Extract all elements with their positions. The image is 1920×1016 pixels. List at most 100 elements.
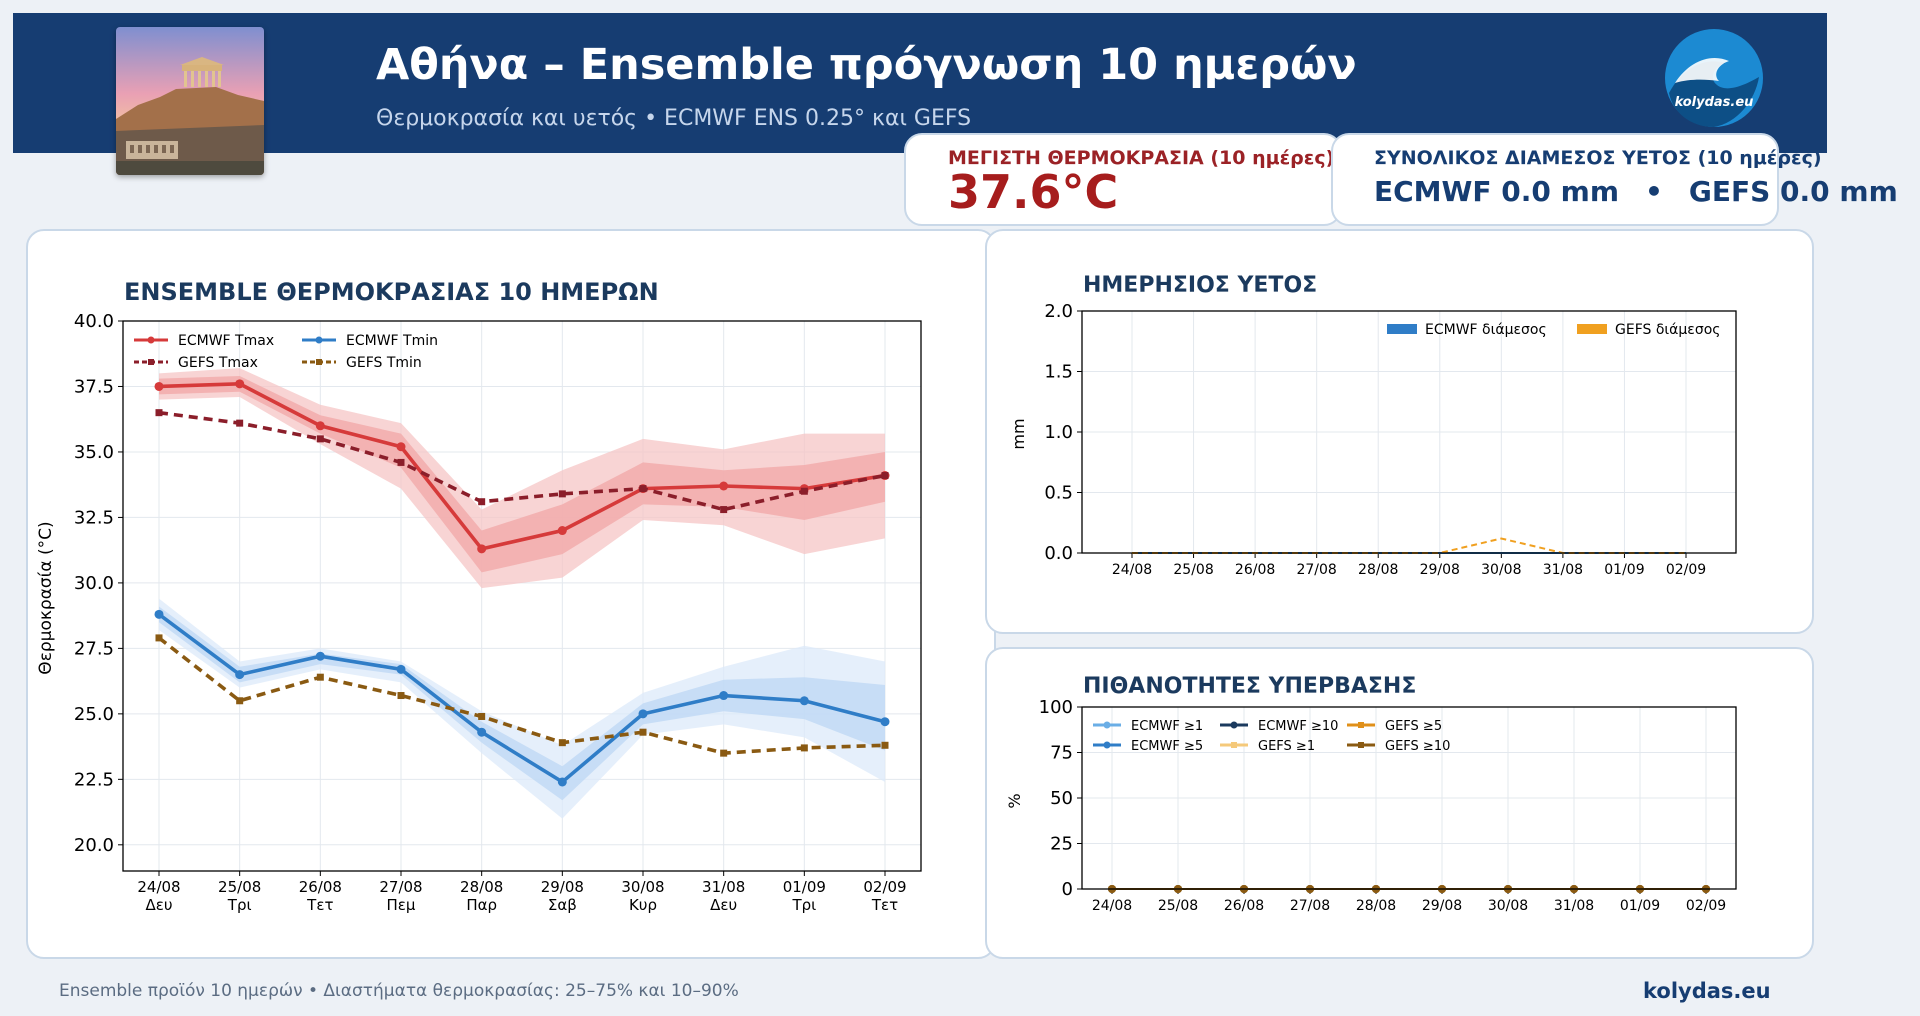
x-tick-label: 01/09	[1620, 898, 1660, 914]
x-tick-label: 29/08	[1422, 898, 1462, 914]
data-point	[800, 487, 808, 495]
x-tick-label: 31/08	[1543, 562, 1583, 578]
series-line-gefs-tmin	[157, 636, 886, 755]
footer-brand[interactable]: kolydas.eu	[1643, 979, 1771, 1003]
x-tick-label: 31/08	[702, 878, 745, 896]
data-point	[638, 709, 648, 719]
x-tick-label: 28/08	[460, 878, 503, 896]
y-tick-label: 0.5	[1044, 483, 1073, 504]
legend-label: GEFS ≥10	[1385, 739, 1450, 754]
exceedance-chart: ΠΙΘΑΝΟΤΗΤΕΣ ΥΠΕΡΒΑΣΗΣ 100 75 50 25 0 24/08 25/…	[1005, 674, 1737, 914]
legend-marker	[1103, 741, 1111, 749]
y-tick-label: 30.0	[74, 573, 114, 594]
y-tick-label: 25.0	[74, 704, 114, 725]
x-tick-label: 02/09	[863, 878, 906, 896]
x-tick-weekday: Τετ	[871, 896, 898, 914]
x-tick-weekday: Δευ	[145, 896, 172, 914]
data-point	[881, 741, 889, 749]
x-tick-label: 26/08	[299, 878, 342, 896]
x-tick-label: 30/08	[1488, 898, 1528, 914]
data-point	[477, 727, 487, 737]
temperature-chart: ENSEMBLE ΘΕΡΜΟΚΡΑΣΙΑΣ 10 ΗΜΕΡΩΝ 40.0 37.5…	[36, 278, 922, 914]
x-tick-label: 25/08	[1158, 898, 1198, 914]
page-title: Αθήνα – Ensemble πρόγνωση 10 ημερών	[376, 40, 1357, 90]
x-tick-label: 25/08	[1173, 562, 1213, 578]
data-point	[478, 712, 486, 720]
logo-text: kolydas.eu	[1675, 95, 1754, 110]
data-point	[155, 634, 163, 642]
data-point	[236, 419, 244, 427]
chart-title: ENSEMBLE ΘΕΡΜΟΚΡΑΣΙΑΣ 10 ΗΜΕΡΩΝ	[124, 278, 659, 306]
x-tick-label: 31/08	[1554, 898, 1594, 914]
band-ecmwf-tmin-25-75-	[159, 606, 885, 801]
exceedance-panel: ΠΙΘΑΝΟΤΗΤΕΣ ΥΠΕΡΒΑΣΗΣ 100 75 50 25 0 24/08 25/…	[985, 647, 1814, 959]
data-point	[639, 485, 647, 493]
data-point	[235, 379, 245, 389]
data-point	[799, 696, 809, 706]
data-point	[880, 717, 890, 727]
data-point	[396, 664, 406, 674]
plot-frame	[1081, 310, 1737, 554]
legend-label: ECMWF διάμεσος	[1425, 322, 1547, 338]
legend-marker	[1358, 742, 1364, 748]
data-point	[236, 697, 244, 705]
series-line-gefs-tmax	[158, 410, 886, 512]
y-tick-label: 22.5	[74, 769, 114, 790]
data-point	[719, 481, 729, 491]
data-point	[720, 749, 728, 757]
legend-swatch	[1577, 324, 1607, 334]
plot-frame	[122, 320, 922, 872]
separator-dot: •	[1645, 175, 1663, 208]
data-point	[881, 472, 889, 480]
footer-note: Ensemble προϊόν 10 ημερών • Διαστήματα θ…	[59, 981, 739, 1001]
legend-label: GEFS Tmax	[178, 355, 258, 371]
data-point	[639, 728, 647, 736]
x-tick-weekday: Δευ	[710, 896, 737, 914]
x-tick-weekday: Τετ	[306, 896, 333, 914]
legend-label: ECMWF ≥1	[1131, 719, 1203, 734]
daily-rain-chart: ΗΜΕΡΗΣΙΟΣ ΥΕΤΟΣ 2.0 1.5 1.0 0.5 0.0 24/08 25/0…	[1009, 273, 1737, 578]
x-tick-label: 24/08	[137, 878, 180, 896]
legend-marker	[148, 359, 154, 365]
y-tick-label: 2.0	[1044, 301, 1073, 322]
x-tick-weekday: Σαβ	[548, 896, 577, 914]
kolydas-logo[interactable]: kolydas.eu	[1663, 27, 1765, 129]
gefs-rain-total: GEFS 0.0 mm	[1688, 175, 1898, 208]
max-temp-label: ΜΕΓΙΣΤΗ ΘΕΡΜΟΚΡΑΣΙΑ (10 ημέρες)	[948, 147, 1335, 169]
series-line-ecmwf-tmax	[158, 382, 886, 551]
band-ecmwf-tmax-25-75-	[159, 376, 885, 573]
y-tick-label: 37.5	[74, 376, 114, 397]
y-tick-label: 50	[1050, 788, 1073, 809]
x-tick-label: 29/08	[1420, 562, 1460, 578]
total-rain-values: ECMWF 0.0 mm • GEFS 0.0 mm	[1374, 175, 1898, 208]
data-point	[557, 526, 567, 536]
data-point	[720, 506, 728, 514]
x-tick-label: 29/08	[541, 878, 584, 896]
x-tick-label: 02/09	[1666, 562, 1706, 578]
acropolis-photo	[116, 27, 264, 175]
legend-label: GEFS Tmin	[346, 355, 422, 371]
y-axis-label: Θερμοκρασία (°C)	[36, 521, 56, 674]
chart-title: ΗΜΕΡΗΣΙΟΣ ΥΕΤΟΣ	[1083, 273, 1317, 298]
x-tick-weekday: Τρι	[791, 896, 816, 914]
y-tick-label: 1.0	[1044, 422, 1073, 443]
x-tick-label: 28/08	[1358, 562, 1398, 578]
chart-title: ΠΙΘΑΝΟΤΗΤΕΣ ΥΠΕΡΒΑΣΗΣ	[1083, 674, 1416, 699]
data-point	[557, 777, 567, 787]
y-tick-label: 35.0	[74, 442, 114, 463]
legend-marker	[1358, 722, 1364, 728]
y-tick-label: 75	[1050, 743, 1073, 764]
daily-rain-panel: ΗΜΕΡΗΣΙΟΣ ΥΕΤΟΣ 2.0 1.5 1.0 0.5 0.0 24/08 25/0…	[985, 229, 1814, 634]
y-tick-label: 25	[1050, 834, 1073, 855]
header-banner	[13, 13, 1827, 153]
band-ecmwf-tmin-10-90-	[159, 598, 885, 819]
legend-marker	[147, 336, 155, 344]
legend-label: GEFS ≥5	[1385, 719, 1442, 734]
x-tick-label: 26/08	[1235, 562, 1275, 578]
y-tick-label: 1.5	[1044, 362, 1073, 383]
data-point	[315, 651, 325, 661]
data-point	[154, 609, 164, 619]
x-tick-label: 24/08	[1112, 562, 1152, 578]
legend-marker	[1230, 721, 1238, 729]
plot-frame	[1081, 706, 1737, 890]
